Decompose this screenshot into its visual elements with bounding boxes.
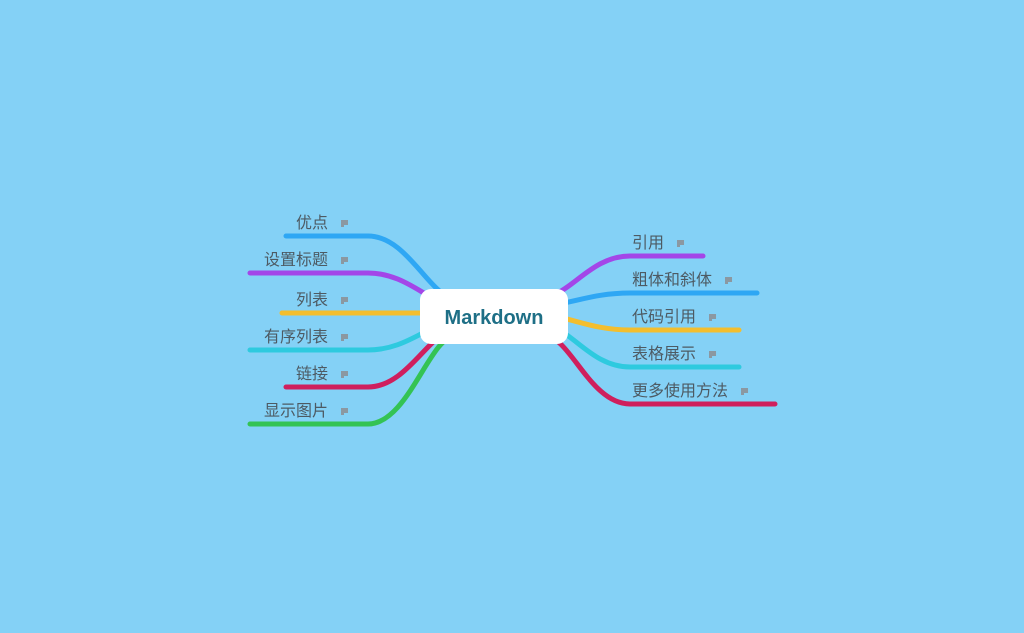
note-icon[interactable] [341, 371, 348, 378]
note-icon[interactable] [341, 297, 348, 304]
branch-label-right-3[interactable]: 代码引用 [632, 307, 696, 326]
note-icon[interactable] [709, 351, 717, 358]
note-icon[interactable] [341, 257, 348, 264]
note-icon[interactable] [341, 220, 348, 227]
branch-label-left-4[interactable]: 有序列表 [264, 327, 328, 346]
central-topic-label[interactable]: Markdown [445, 307, 544, 329]
branch-label-left-2[interactable]: 设置标题 [264, 250, 328, 269]
central-topic[interactable]: Markdown [420, 289, 568, 344]
branch-label-right-1[interactable]: 引用 [632, 233, 664, 252]
branch-label-left-1[interactable]: 优点 [296, 213, 328, 232]
branch-label-left-5[interactable]: 链接 [296, 364, 328, 383]
branch-label-right-4[interactable]: 表格展示 [632, 344, 696, 363]
note-icon[interactable] [341, 408, 348, 415]
central-topic-box[interactable] [420, 289, 568, 344]
branch-label-left-3[interactable]: 列表 [296, 290, 328, 309]
note-icon[interactable] [341, 334, 348, 341]
branch-label-right-2[interactable]: 粗体和斜体 [632, 270, 712, 289]
branch-label-right-5[interactable]: 更多使用方法 [632, 381, 728, 400]
branch-line-right-2 [542, 290, 760, 308]
note-icon[interactable] [677, 240, 685, 247]
note-icon[interactable] [741, 388, 749, 395]
note-icon[interactable] [709, 314, 717, 321]
branch-label-left-6[interactable]: 显示图片 [264, 401, 328, 420]
note-icon[interactable] [725, 277, 733, 284]
